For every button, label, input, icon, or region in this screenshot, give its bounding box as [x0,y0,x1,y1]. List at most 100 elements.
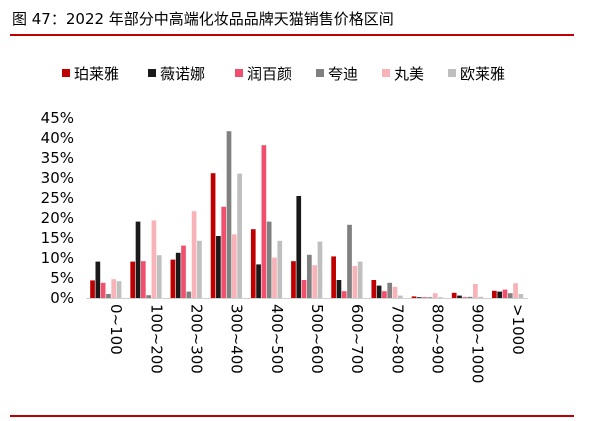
bar [507,293,513,298]
bar [438,297,443,298]
bar [197,240,202,298]
bar [427,297,433,298]
top-rule [10,34,574,36]
bar [151,220,157,298]
bar [261,145,267,298]
bar [397,295,403,298]
bar [90,280,95,298]
bar [478,296,484,298]
x-tick-label: 0~100 [107,304,125,355]
bar [422,297,427,298]
bar [156,255,162,298]
legend-swatch-1 [148,69,156,77]
x-tick-label: 600~700 [348,304,366,374]
y-tick-label: 10% [41,249,74,267]
y-tick-label: 30% [41,169,74,187]
x-axis: 0~100 100~200 200~300 300~400 400~500 500~600… [86,298,528,383]
legend-swatch-3 [316,69,324,77]
bar [221,206,227,298]
bar [95,261,101,298]
bar [497,291,503,298]
bar [226,131,232,298]
bar [191,211,197,298]
bar [237,173,242,298]
bar [130,261,136,298]
x-tick-label: 200~300 [188,304,206,374]
bar [216,236,221,298]
legend: 珀莱雅 薇诺娜 润百颜 夸迪 丸美 欧莱雅 [62,65,505,83]
bar [518,294,524,298]
bar [502,289,508,298]
y-tick-label: 15% [41,229,74,247]
bar [116,281,122,298]
legend-swatch-5 [448,69,456,77]
bar [266,221,272,298]
x-tick-label: 900~1000 [469,304,487,383]
bar [387,282,393,298]
bar [272,257,277,298]
bar [347,224,352,298]
bar [376,285,382,298]
x-tick-label: 800~900 [429,304,447,374]
legend-label-2: 润百颜 [247,65,292,83]
bar [317,241,323,298]
bar [492,290,497,298]
bar [371,280,377,298]
y-axis: 0% 5% 10% 15% 20% 25% 30% 35% 40% 45% [41,109,74,307]
bar [186,291,192,298]
bar [336,280,342,298]
bar [106,294,111,298]
x-tick-label: 300~400 [228,304,246,374]
x-tick-label: 100~200 [147,304,165,374]
y-tick-label: 45% [41,109,74,127]
bar [256,264,261,298]
x-tick-label: 500~600 [308,304,326,374]
legend-label-0: 珀莱雅 [74,65,119,83]
bar [181,245,186,298]
bar [111,279,117,298]
legend-label-1: 薇诺娜 [160,65,205,83]
bar [341,291,347,298]
bar [357,261,363,298]
bar [352,266,358,298]
bar [296,196,302,298]
y-tick-label: 35% [41,149,74,167]
bar [312,265,317,298]
bar [462,297,468,298]
legend-label-3: 夸迪 [328,65,358,83]
bar [291,261,296,298]
legend-swatch-4 [382,69,390,77]
y-tick-label: 20% [41,209,74,227]
bar [467,296,473,298]
bar [140,261,146,298]
bottom-rule [10,415,574,417]
bar [175,252,181,298]
bar [416,297,422,298]
bar [432,293,438,298]
y-tick-label: 25% [41,189,74,207]
bar [457,295,462,298]
bar [411,296,417,298]
y-tick-label: 40% [41,129,74,147]
bar [135,221,141,298]
legend-swatch-2 [235,69,243,77]
bar [331,256,336,298]
bar [392,286,398,298]
legend-swatch-0 [62,69,70,77]
x-tick-label: 700~800 [388,304,406,374]
bar [513,283,518,298]
bar [100,282,106,298]
bar [307,254,312,298]
x-tick-label: 400~500 [268,304,286,374]
legend-label-5: 欧莱雅 [460,65,505,83]
bars [90,131,524,298]
chart-title: 图 47：2022 年部分中高端化妆品品牌天猫销售价格区间 [12,10,394,28]
bar [277,240,283,298]
bar [210,173,216,298]
y-tick-label: 5% [50,269,74,287]
legend-label-4: 丸美 [394,65,424,83]
x-tick-label: >1000 [509,304,527,355]
bar [382,291,387,298]
y-tick-label: 0% [50,289,74,307]
